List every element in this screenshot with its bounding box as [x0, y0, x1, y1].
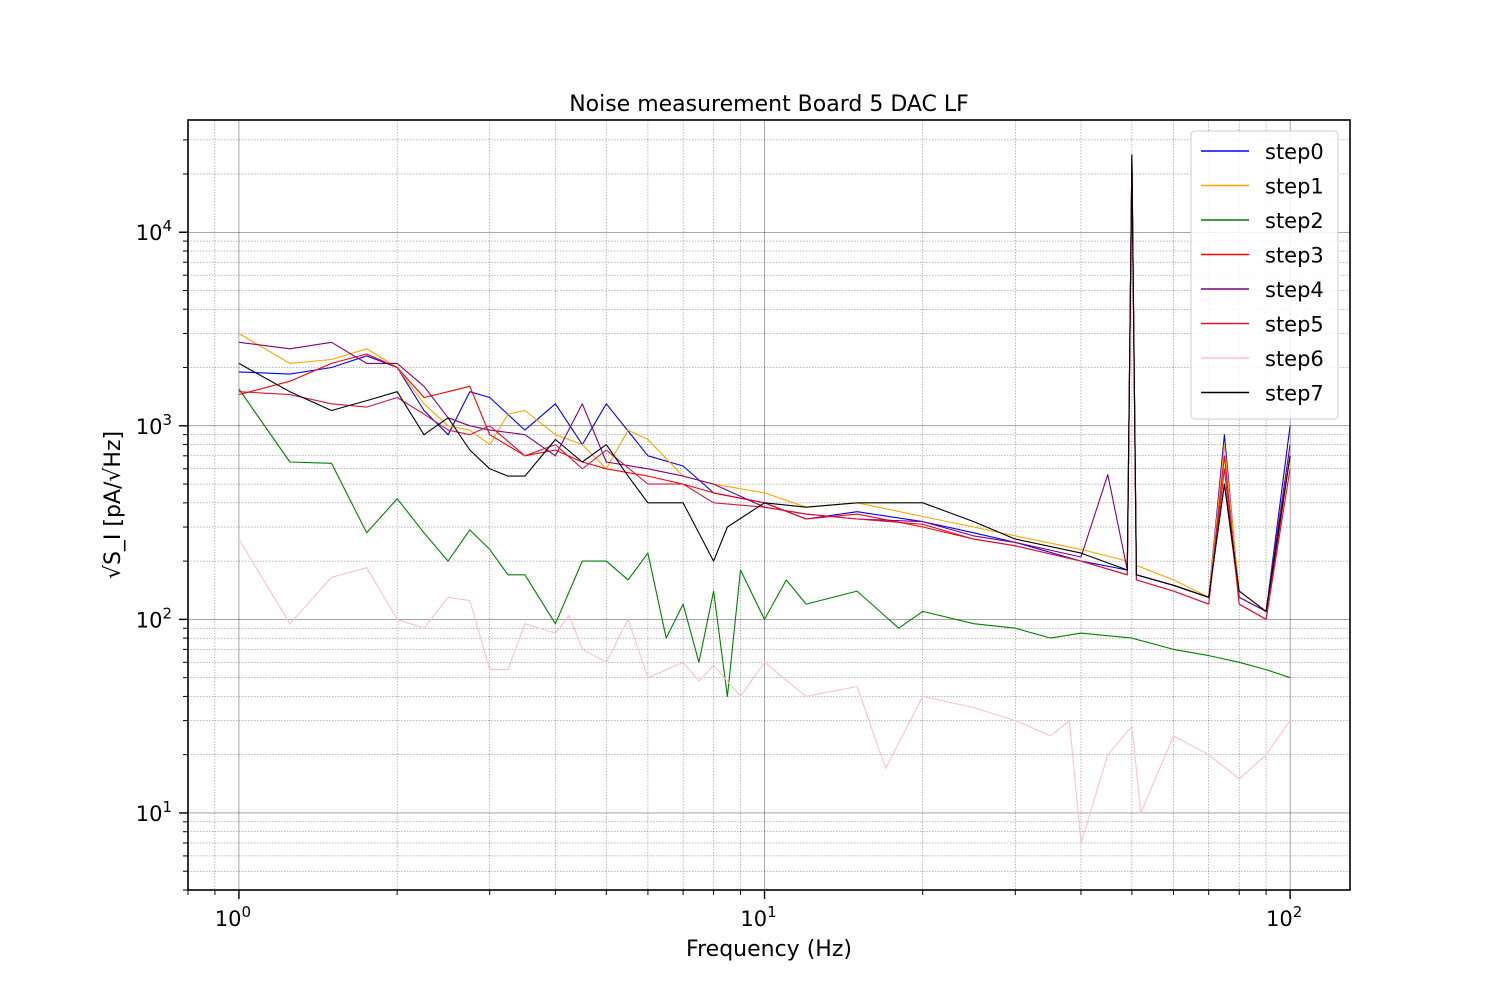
- series-line-step7: [238, 154, 1291, 612]
- y-tick-label: 102: [136, 604, 172, 632]
- legend-label-step3: step3: [1265, 244, 1324, 268]
- x-tick-label: 102: [1266, 903, 1302, 931]
- axis-ticks: 100 101 102 101 102 103 104: [136, 139, 1302, 931]
- plot-area: [238, 154, 1291, 844]
- y-tick-label: 103: [136, 411, 172, 439]
- y-tick-label: 101: [136, 798, 172, 826]
- legend-label-step6: step6: [1265, 347, 1324, 371]
- legend-label-step1: step1: [1265, 175, 1324, 199]
- series-line-step5: [238, 165, 1291, 620]
- axes-frame: [187, 119, 1351, 891]
- legend-label-step7: step7: [1265, 382, 1324, 406]
- chart-title: Noise measurement Board 5 DAC LF: [569, 92, 969, 117]
- legend-label-step0: step0: [1265, 140, 1324, 164]
- series-line-step6: [238, 538, 1291, 844]
- legend-label-step5: step5: [1265, 313, 1324, 337]
- legend: step0 step1 step2 step3 step4 step5 step6 step7: [1190, 130, 1339, 420]
- x-tick-label: 101: [740, 903, 776, 931]
- legend-box: [1190, 130, 1339, 420]
- x-tick-label: 100: [215, 903, 251, 931]
- legend-label-step2: step2: [1265, 209, 1324, 233]
- grid-lines: [187, 120, 1350, 891]
- legend-label-step4: step4: [1265, 278, 1324, 302]
- y-tick-label: 104: [136, 217, 172, 245]
- x-axis-label: Frequency (Hz): [686, 937, 852, 962]
- y-axis-label: √S_I [pA/√Hz]: [101, 431, 126, 579]
- series-line-step2: [238, 388, 1291, 697]
